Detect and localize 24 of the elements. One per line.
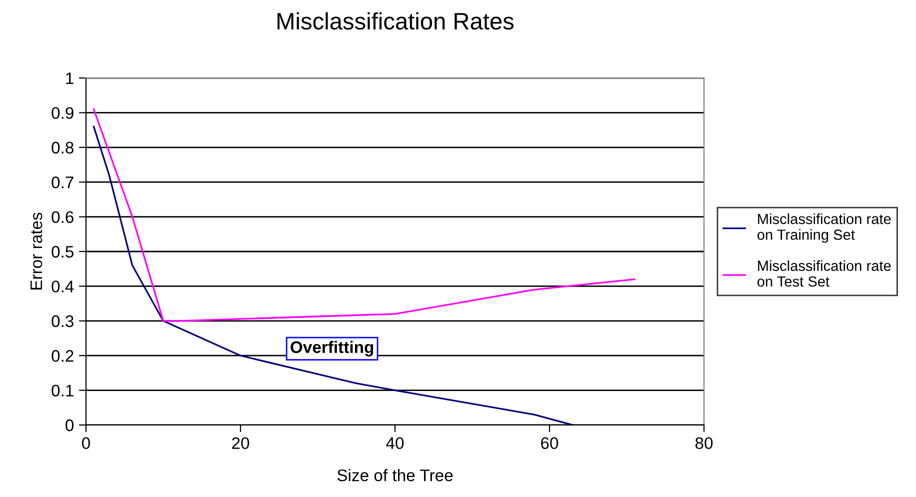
y-tick-label: 0 [66,419,74,432]
y-tick-label: 0.4 [52,280,74,292]
y-tick-label: 0.7 [52,176,74,188]
x-tick-label: 80 [695,437,713,450]
x-axis-title: Size of the Tree [337,469,453,482]
line-series [92,108,636,322]
y-tick-label: 0.3 [52,315,74,328]
y-tick-label: 0.9 [52,107,74,119]
y-tick-label: 0.6 [52,211,74,224]
chart-title: Misclassification Rates [278,12,514,30]
y-axis-title: Error rates [30,212,42,290]
x-tick-label: 20 [232,437,250,450]
x-tick-label: 60 [541,437,558,450]
legend-label: Misclassification rate on Test Set [757,260,891,287]
y-tick-label: 0.1 [52,384,74,397]
y-tick-label: 0.5 [52,246,74,258]
legend-label: Misclassification rate on Training Set [757,213,891,243]
line-series [92,126,574,425]
y-tick-label: 0.8 [52,142,74,154]
y-tick-label: 0.2 [52,350,74,362]
y-tick-label: 1 [66,72,74,84]
annotation: Overfitting [290,340,374,356]
x-tick-label: 40 [386,437,404,450]
x-tick-label: 0 [82,437,90,450]
